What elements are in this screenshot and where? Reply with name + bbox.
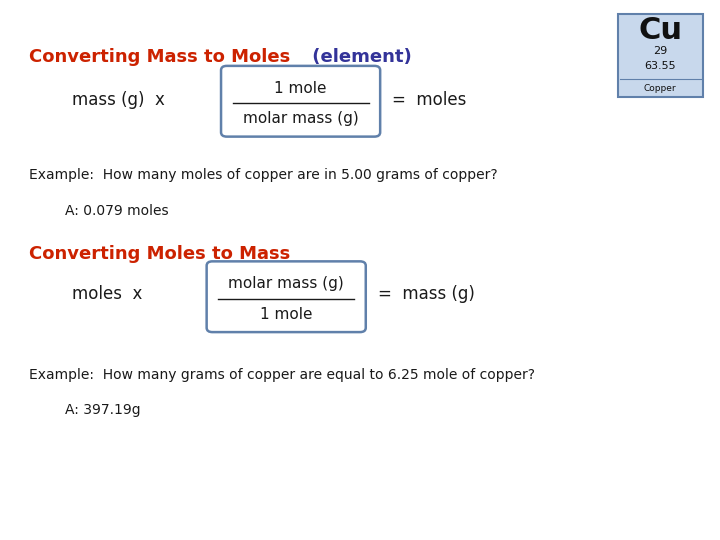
Text: molar mass (g): molar mass (g) xyxy=(243,111,359,126)
FancyBboxPatch shape xyxy=(618,14,703,97)
Text: =  moles: = moles xyxy=(392,91,467,109)
Text: Example:  How many grams of copper are equal to 6.25 mole of copper?: Example: How many grams of copper are eq… xyxy=(29,368,535,382)
Text: moles  x: moles x xyxy=(72,285,143,303)
Text: Converting Mass to Moles: Converting Mass to Moles xyxy=(29,48,290,66)
Text: Converting Moles to Mass: Converting Moles to Mass xyxy=(29,245,290,263)
Text: 1 mole: 1 mole xyxy=(260,307,312,322)
Text: =  mass (g): = mass (g) xyxy=(378,285,475,303)
Text: Cu: Cu xyxy=(638,16,683,45)
Text: A: 0.079 moles: A: 0.079 moles xyxy=(65,204,168,218)
Text: mass (g)  x: mass (g) x xyxy=(72,91,165,109)
Text: 29: 29 xyxy=(653,46,667,56)
Text: 1 mole: 1 mole xyxy=(274,80,327,96)
Text: molar mass (g): molar mass (g) xyxy=(228,276,344,291)
Text: A: 397.19g: A: 397.19g xyxy=(65,403,140,417)
Text: Copper: Copper xyxy=(644,84,677,93)
Text: (element): (element) xyxy=(306,48,412,66)
FancyBboxPatch shape xyxy=(221,66,380,137)
FancyBboxPatch shape xyxy=(207,261,366,332)
Text: Example:  How many moles of copper are in 5.00 grams of copper?: Example: How many moles of copper are in… xyxy=(29,168,498,183)
Text: 63.55: 63.55 xyxy=(644,61,676,71)
